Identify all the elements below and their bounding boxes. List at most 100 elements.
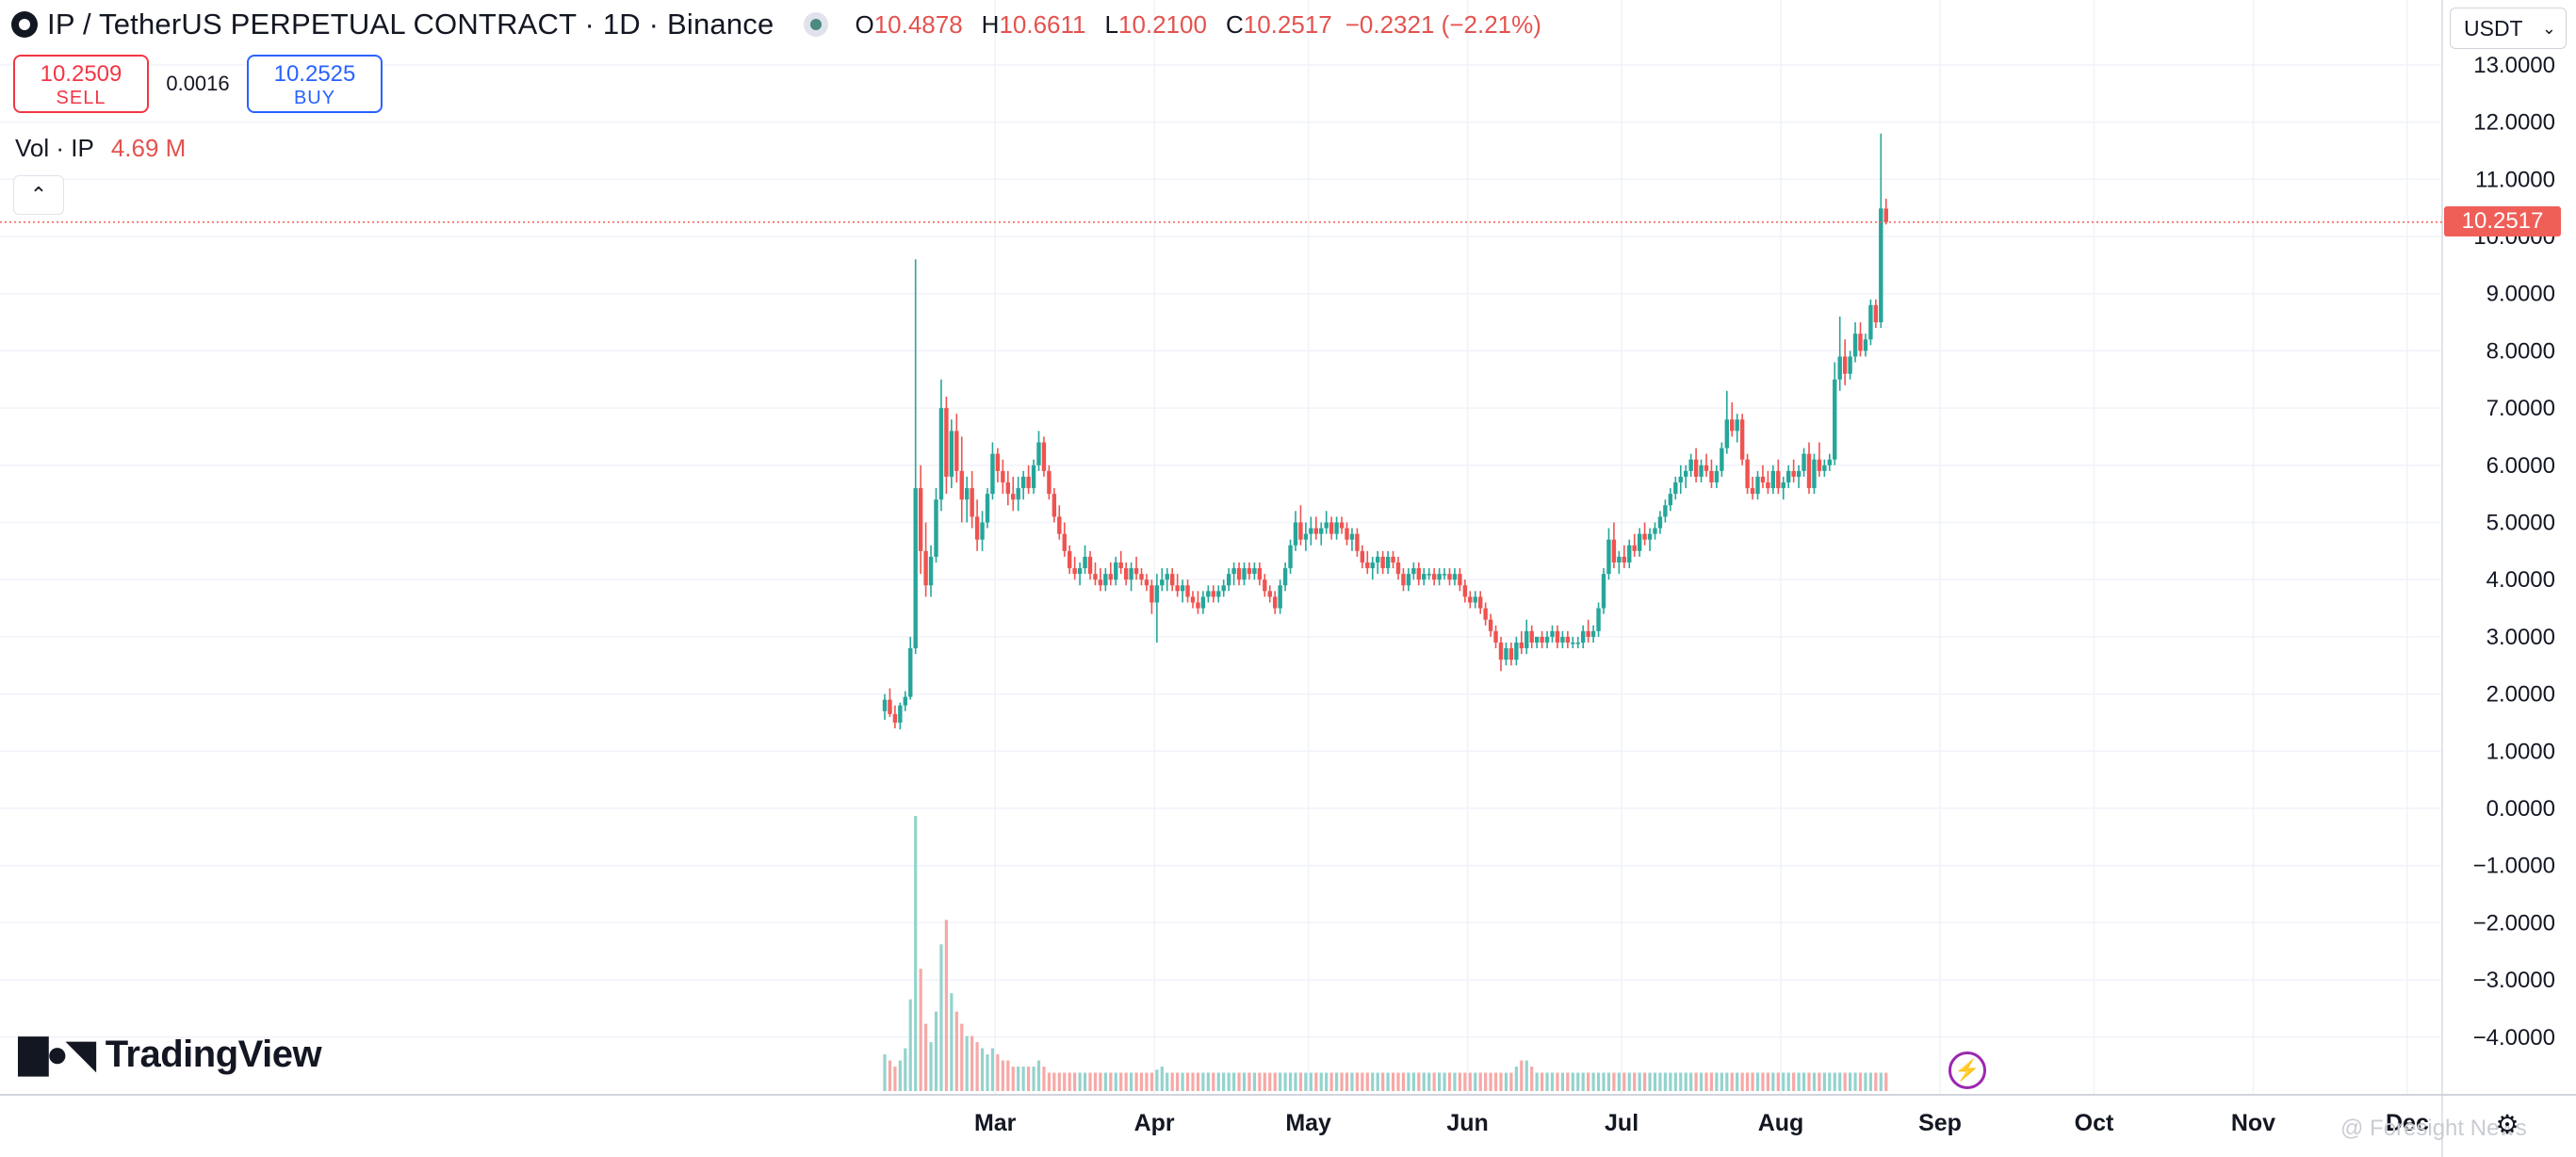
sell-button[interactable]: 10.2509 SELL — [13, 55, 149, 113]
volume-bar — [1268, 1072, 1272, 1091]
candle-series — [882, 133, 1888, 730]
candle-body — [938, 408, 944, 500]
flash-icon[interactable]: ⚡ — [1948, 1051, 1986, 1089]
tradingview-logo[interactable]: ▇●◥ TradingView — [19, 1033, 322, 1076]
volume-bar — [1622, 1072, 1626, 1091]
volume-bar — [908, 999, 912, 1091]
volume-label: Vol · IP — [15, 134, 94, 162]
volume-bar — [1751, 1072, 1754, 1091]
volume-bar — [1653, 1072, 1657, 1091]
candle-body — [1524, 630, 1529, 649]
candle-body — [1452, 574, 1458, 580]
volume-bar — [1484, 1072, 1488, 1091]
volume-bar — [1612, 1072, 1616, 1091]
candle-body — [1806, 453, 1812, 489]
ohlc-close-value: 10.2517 — [1243, 9, 1332, 39]
y-tick-label: 8.0000 — [2486, 338, 2555, 364]
candle-body — [1180, 585, 1185, 592]
candle-body — [1657, 516, 1663, 529]
candle-body — [1739, 419, 1745, 460]
candle-body — [1391, 556, 1395, 562]
candle-body — [892, 713, 898, 723]
volume-bar — [1499, 1072, 1503, 1091]
candle-body — [1817, 459, 1822, 471]
volume-bar — [975, 1042, 979, 1091]
candle-body — [1673, 482, 1678, 495]
candle-body — [1647, 533, 1653, 540]
y-tick-label: 0.0000 — [2486, 796, 2555, 822]
candle-body — [1776, 470, 1781, 489]
candle-body — [1770, 470, 1776, 489]
currency-select[interactable]: USDT ⌄ — [2450, 8, 2567, 49]
volume-bar — [1545, 1072, 1549, 1091]
y-tick-label: −1.0000 — [2473, 854, 2555, 879]
volume-bar — [1319, 1072, 1323, 1091]
candle-body — [1129, 568, 1133, 580]
candle-body — [1324, 522, 1329, 529]
volume-bar — [1247, 1072, 1251, 1091]
candle-body — [1791, 470, 1796, 477]
volume-bar — [1355, 1072, 1359, 1091]
symbol-title[interactable]: IP / TetherUS PERPETUAL CONTRACT · 1D · … — [47, 8, 774, 41]
volume-bar — [1088, 1072, 1092, 1091]
candle-body — [1442, 574, 1447, 576]
candle-body — [882, 699, 888, 711]
volume-bar — [1155, 1069, 1159, 1091]
volume-bar — [1288, 1072, 1293, 1091]
candle-body — [1873, 304, 1879, 323]
candle-body — [1781, 482, 1785, 489]
volume-legend[interactable]: Vol · IP 4.69 M — [15, 134, 186, 163]
volume-bar — [1252, 1072, 1256, 1091]
buy-label: BUY — [293, 88, 336, 108]
volume-bar — [1361, 1072, 1364, 1091]
candle-body — [944, 408, 949, 477]
buy-button[interactable]: 10.2525 BUY — [247, 55, 383, 113]
volume-bar — [1134, 1072, 1138, 1091]
volume-bar — [1648, 1072, 1652, 1091]
candle-body — [913, 488, 918, 649]
collapse-legend-button[interactable]: ⌃ — [13, 175, 64, 215]
candle-body — [1406, 574, 1411, 586]
y-tick-label: −3.0000 — [2473, 968, 2555, 993]
candle-body — [1263, 579, 1267, 592]
volume-bar — [1381, 1072, 1385, 1091]
volume-bar — [1396, 1072, 1400, 1091]
candle-body — [1273, 596, 1278, 609]
candle-body — [1883, 208, 1888, 222]
volume-bar — [1073, 1072, 1077, 1091]
ip-token-icon[interactable] — [11, 11, 38, 38]
market-status-icon[interactable] — [804, 12, 829, 37]
candle-body — [1653, 528, 1657, 534]
volume-bar — [883, 1054, 887, 1091]
candle-body — [908, 648, 913, 697]
volume-bar — [1027, 1067, 1031, 1091]
candle-body — [1282, 568, 1288, 586]
settings-icon[interactable]: ⚙ — [2495, 1109, 2519, 1139]
volume-bar — [1350, 1072, 1354, 1091]
volume-bar — [939, 944, 943, 1091]
volume-bar — [1212, 1072, 1215, 1091]
y-tick-label: 2.0000 — [2486, 682, 2555, 708]
volume-bar — [1818, 1072, 1821, 1091]
volume-bar — [1849, 1072, 1852, 1091]
volume-bar — [1099, 1072, 1102, 1091]
volume-bar — [1812, 1072, 1817, 1091]
candle-body — [1709, 470, 1714, 483]
candle-body — [1221, 585, 1226, 592]
candle-body — [1365, 562, 1370, 569]
candle-body — [1401, 574, 1406, 586]
ohlc-low-value: 10.2100 — [1117, 9, 1207, 39]
volume-bar — [1596, 1072, 1601, 1091]
volume-bar — [1422, 1072, 1426, 1091]
candle-body — [1252, 568, 1257, 575]
candle-body — [1052, 494, 1057, 517]
volume-bar — [1263, 1072, 1266, 1091]
volume-bar — [1725, 1072, 1729, 1091]
candle-body — [985, 494, 990, 523]
candle-body — [1622, 556, 1626, 562]
volume-bar — [1468, 1072, 1472, 1091]
candle-body — [1637, 533, 1642, 551]
volume-bar — [1438, 1072, 1442, 1091]
candle-body — [1879, 208, 1883, 323]
